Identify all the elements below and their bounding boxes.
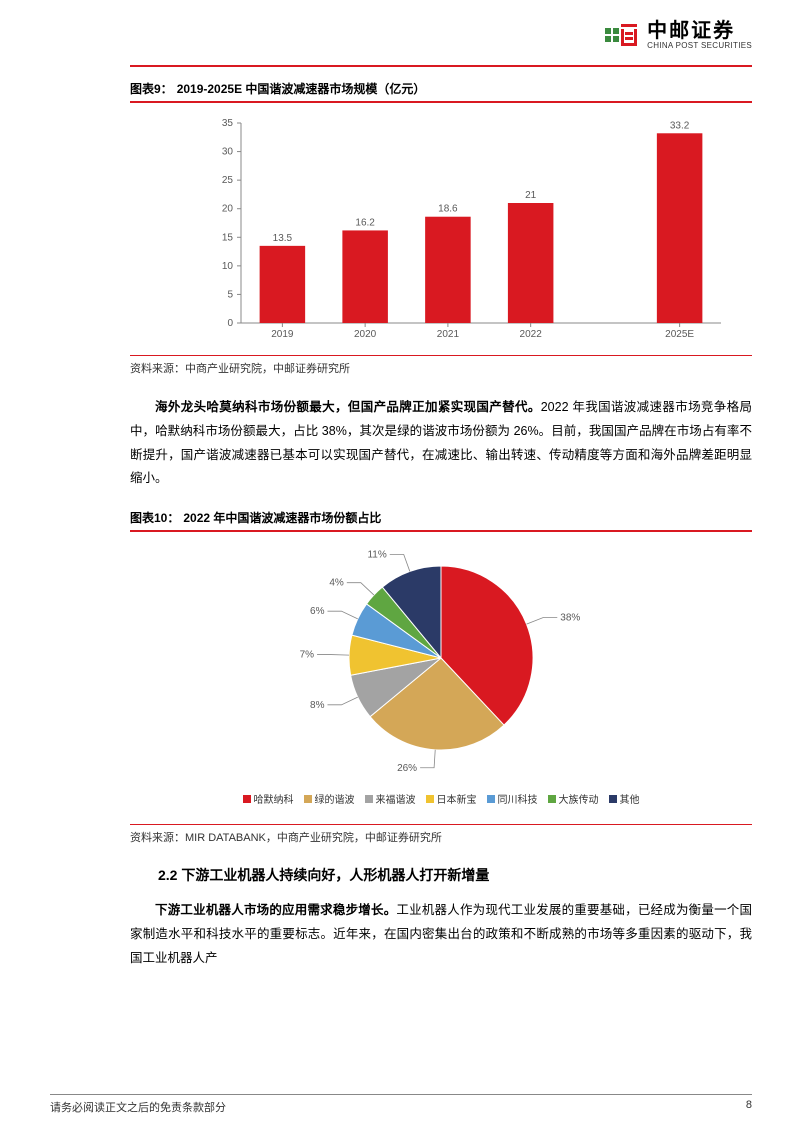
chart10-pie-chart: 38% 26% 8% 7% 6% 4% 11% 哈默纳科 绿的谐波 来福谐波 日本新宝 同川科技 大族…	[130, 540, 752, 820]
svg-text:0: 0	[227, 318, 233, 329]
svg-text:2022: 2022	[520, 329, 543, 340]
svg-text:8%: 8%	[310, 700, 325, 711]
chart10-title-prefix: 图表10：	[130, 509, 179, 526]
legend-item: 来福谐波	[365, 791, 416, 806]
legend-item: 绿的谐波	[304, 791, 355, 806]
svg-text:2019: 2019	[271, 329, 294, 340]
logo-text-en: CHINA POST SECURITIES	[647, 42, 752, 51]
svg-text:25: 25	[222, 175, 234, 186]
svg-text:2020: 2020	[354, 329, 377, 340]
chart9-title: 图表9： 2019-2025E 中国谐波减速器市场规模（亿元）	[130, 80, 752, 103]
legend-swatch	[243, 795, 251, 803]
legend-swatch	[426, 795, 434, 803]
para2: 下游工业机器人市场的应用需求稳步增长。工业机器人作为现代工业发展的重要基础，已经…	[130, 899, 752, 970]
chart10-legend: 哈默纳科 绿的谐波 来福谐波 日本新宝 同川科技 大族传动 其他	[130, 791, 752, 806]
legend-label: 同川科技	[498, 791, 538, 806]
chart10-source: 资料来源：MIR DATABANK，中商产业研究院，中邮证券研究所	[130, 824, 752, 845]
chart10-title: 图表10： 2022 年中国谐波减速器市场份额占比	[130, 509, 752, 532]
legend-swatch	[548, 795, 556, 803]
svg-text:20: 20	[222, 204, 234, 215]
legend-label: 日本新宝	[437, 791, 477, 806]
svg-text:35: 35	[222, 118, 234, 129]
legend-label: 来福谐波	[376, 791, 416, 806]
legend-swatch	[487, 795, 495, 803]
legend-item: 大族传动	[548, 791, 599, 806]
svg-text:30: 30	[222, 147, 234, 158]
svg-text:2025E: 2025E	[665, 329, 694, 340]
china-post-logo-icon	[603, 20, 639, 50]
svg-text:33.2: 33.2	[670, 120, 690, 131]
chart9-title-prefix: 图表9：	[130, 80, 173, 97]
legend-item: 哈默纳科	[243, 791, 294, 806]
legend-label: 哈默纳科	[254, 791, 294, 806]
chart9-bar-chart: 0 5 10 15 20 25 30 35 13.5 2019 16.2 2020 18.6 2021 21…	[130, 111, 752, 351]
section-2-2-title: 2.2 下游工业机器人持续向好，人形机器人打开新增量	[130, 865, 752, 885]
svg-text:4%: 4%	[329, 578, 344, 589]
legend-label: 其他	[620, 791, 640, 806]
svg-text:13.5: 13.5	[273, 233, 293, 244]
legend-label: 绿的谐波	[315, 791, 355, 806]
chart9-source: 资料来源：中商产业研究院，中邮证券研究所	[130, 355, 752, 376]
para2-lead: 下游工业机器人市场的应用需求稳步增长。	[155, 903, 396, 917]
svg-text:21: 21	[525, 190, 537, 201]
svg-text:15: 15	[222, 232, 234, 243]
header-logo: 中邮证券 CHINA POST SECURITIES	[603, 20, 752, 51]
logo-text-cn: 中邮证券	[647, 20, 752, 42]
legend-label: 大族传动	[559, 791, 599, 806]
svg-text:6%: 6%	[310, 606, 325, 617]
footer-disclaimer: 请务必阅读正文之后的免责条款部分	[50, 1099, 226, 1115]
svg-text:11%: 11%	[367, 550, 386, 561]
legend-swatch	[365, 795, 373, 803]
svg-text:26%: 26%	[397, 763, 417, 774]
svg-text:38%: 38%	[560, 613, 580, 624]
page-footer: 请务必阅读正文之后的免责条款部分 8	[50, 1094, 752, 1115]
svg-text:10: 10	[222, 261, 234, 272]
legend-item: 日本新宝	[426, 791, 477, 806]
chart9-title-text: 2019-2025E 中国谐波减速器市场规模（亿元）	[177, 80, 426, 97]
svg-text:5: 5	[227, 289, 233, 300]
svg-text:2021: 2021	[437, 329, 460, 340]
svg-text:18.6: 18.6	[438, 204, 458, 215]
chart10-title-text: 2022 年中国谐波减速器市场份额占比	[183, 509, 381, 526]
header-divider	[130, 65, 752, 67]
legend-swatch	[304, 795, 312, 803]
svg-text:7%: 7%	[300, 650, 315, 661]
legend-item: 同川科技	[487, 791, 538, 806]
legend-swatch	[609, 795, 617, 803]
para1-lead: 海外龙头哈莫纳科市场份额最大，但国产品牌正加紧实现国产替代。	[155, 400, 541, 414]
footer-page-number: 8	[746, 1099, 752, 1115]
para1: 海外龙头哈莫纳科市场份额最大，但国产品牌正加紧实现国产替代。2022 年我国谐波…	[130, 396, 752, 491]
svg-text:16.2: 16.2	[355, 217, 375, 228]
legend-item: 其他	[609, 791, 640, 806]
